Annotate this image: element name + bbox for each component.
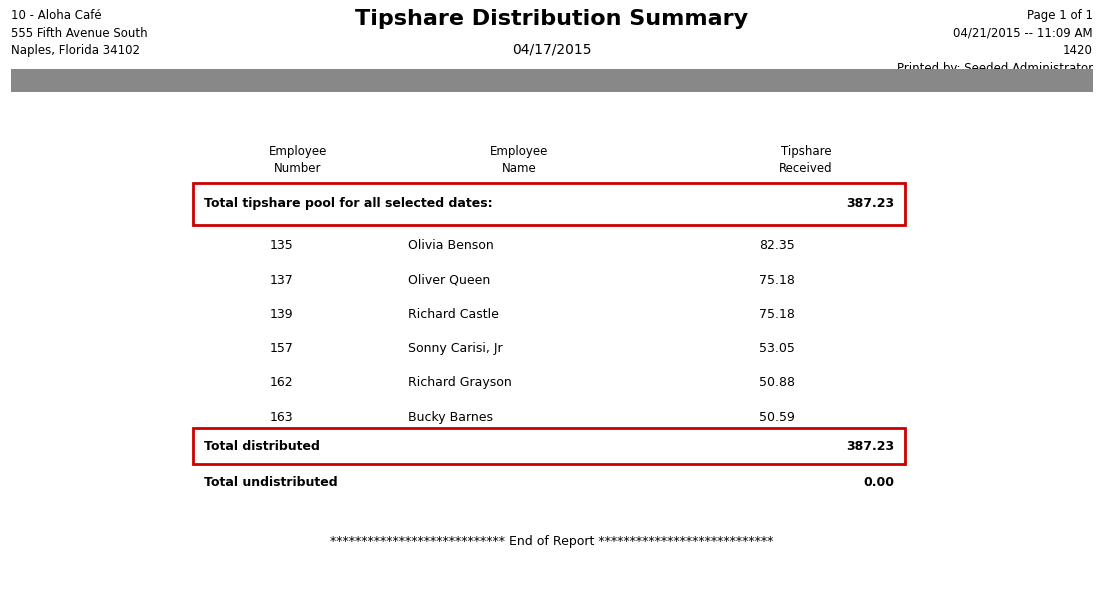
- Text: Page 1 of 1: Page 1 of 1: [1027, 9, 1093, 22]
- Text: Naples, Florida 34102: Naples, Florida 34102: [11, 44, 140, 57]
- Text: 04/21/2015 -- 11:09 AM: 04/21/2015 -- 11:09 AM: [954, 27, 1093, 40]
- Text: 163: 163: [269, 411, 294, 424]
- Text: Total distributed: Total distributed: [204, 440, 320, 453]
- Text: 1420: 1420: [1063, 44, 1093, 57]
- Text: Richard Castle: Richard Castle: [408, 308, 499, 321]
- Text: 555 Fifth Avenue South: 555 Fifth Avenue South: [11, 27, 148, 40]
- Text: Total tipshare pool for all selected dates:: Total tipshare pool for all selected dat…: [204, 197, 492, 210]
- Text: Tipshare Distribution Summary: Tipshare Distribution Summary: [355, 9, 749, 29]
- Text: 157: 157: [269, 342, 294, 355]
- Text: 50.88: 50.88: [758, 376, 795, 389]
- Text: 387.23: 387.23: [846, 440, 894, 453]
- Text: 137: 137: [269, 274, 294, 287]
- Text: 75.18: 75.18: [760, 274, 795, 287]
- Text: Tipshare
Received: Tipshare Received: [779, 145, 832, 175]
- Text: Total undistributed: Total undistributed: [204, 476, 338, 489]
- Text: Bucky Barnes: Bucky Barnes: [408, 411, 493, 424]
- Text: Employee
Number: Employee Number: [269, 145, 327, 175]
- FancyBboxPatch shape: [11, 69, 1093, 92]
- Text: 0.00: 0.00: [863, 476, 894, 489]
- Text: Sonny Carisi, Jr: Sonny Carisi, Jr: [408, 342, 503, 355]
- Text: Employee
Name: Employee Name: [490, 145, 548, 175]
- Text: 387.23: 387.23: [846, 197, 894, 210]
- Text: Oliver Queen: Oliver Queen: [408, 274, 491, 287]
- Text: Olivia Benson: Olivia Benson: [408, 239, 495, 252]
- Text: 53.05: 53.05: [760, 342, 795, 355]
- Text: Richard Grayson: Richard Grayson: [408, 376, 512, 389]
- Text: Printed by: Seeded Administrator: Printed by: Seeded Administrator: [896, 62, 1093, 75]
- Text: 135: 135: [269, 239, 294, 252]
- Text: 50.59: 50.59: [760, 411, 795, 424]
- FancyBboxPatch shape: [193, 183, 905, 225]
- Text: 10 - Aloha Café: 10 - Aloha Café: [11, 9, 102, 22]
- Text: 82.35: 82.35: [760, 239, 795, 252]
- Text: 75.18: 75.18: [760, 308, 795, 321]
- FancyBboxPatch shape: [193, 428, 905, 464]
- Text: **************************** End of Report ****************************: **************************** End of Repo…: [330, 535, 774, 548]
- Text: 162: 162: [269, 376, 294, 389]
- Text: 139: 139: [269, 308, 294, 321]
- Text: 04/17/2015: 04/17/2015: [512, 43, 592, 57]
